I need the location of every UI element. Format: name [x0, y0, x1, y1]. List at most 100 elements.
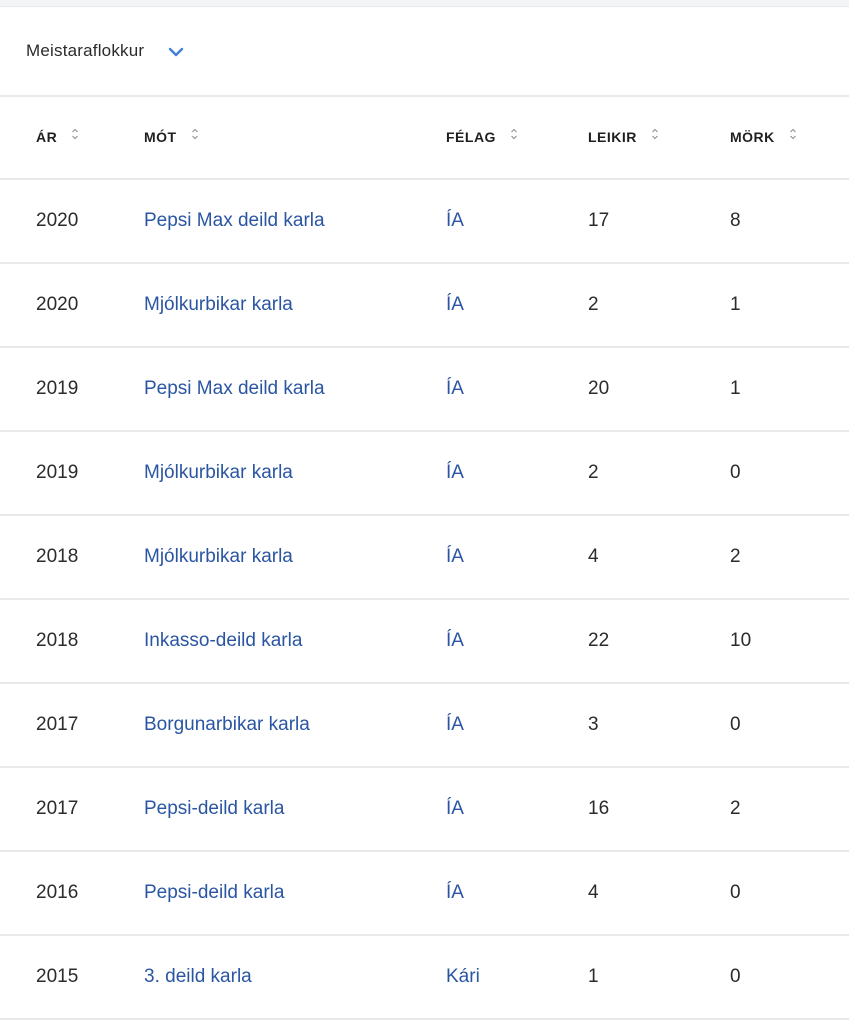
cell-games: 2 [588, 462, 599, 483]
table-row: 2018 Mjólkurbikar karla ÍA 4 2 [0, 515, 849, 599]
cell-year: 2019 [36, 462, 79, 483]
tournament-link[interactable]: Borgunarbikar karla [144, 714, 310, 735]
cell-club: ÍA [446, 515, 588, 599]
cell-games: 20 [588, 378, 610, 399]
cell-tournament: Mjólkurbikar karla [144, 431, 446, 515]
sort-icon[interactable] [510, 127, 518, 144]
cell-goals: 1 [730, 378, 741, 399]
column-header-label: MÖRK [730, 128, 775, 145]
cell-tournament: Inkasso-deild karla [144, 599, 446, 683]
cell-club: ÍA [446, 431, 588, 515]
cell-games: 22 [588, 630, 610, 651]
club-link[interactable]: ÍA [446, 210, 464, 231]
tournament-link[interactable]: Mjólkurbikar karla [144, 294, 293, 315]
cell-goals: 0 [730, 462, 741, 483]
cell-club: ÍA [446, 767, 588, 851]
table-row: 2018 Inkasso-deild karla ÍA 22 10 [0, 599, 849, 683]
cell-year: 2015 [36, 966, 79, 987]
cell-tournament: Borgunarbikar karla [144, 683, 446, 767]
cell-year: 2017 [36, 798, 79, 819]
cell-year: 2020 [36, 294, 79, 315]
club-link[interactable]: Kári [446, 966, 480, 987]
column-header-games[interactable]: LEIKIR [588, 97, 730, 179]
cell-games: 1 [588, 966, 599, 987]
cell-tournament: Pepsi Max deild karla [144, 179, 446, 263]
cell-club: ÍA [446, 347, 588, 431]
cell-club: ÍA [446, 683, 588, 767]
cell-tournament: Mjólkurbikar karla [144, 515, 446, 599]
cell-games: 2 [588, 294, 599, 315]
club-link[interactable]: ÍA [446, 882, 464, 903]
cell-games: 4 [588, 882, 599, 903]
cell-goals: 10 [730, 630, 752, 651]
table-row: 2019 Mjólkurbikar karla ÍA 2 0 [0, 431, 849, 515]
table-row: 2017 Pepsi-deild karla ÍA 16 2 [0, 767, 849, 851]
column-header-label: MÓT [144, 128, 177, 145]
column-header-year[interactable]: ÁR [0, 97, 144, 179]
tournament-link[interactable]: Pepsi-deild karla [144, 798, 285, 819]
cell-goals: 2 [730, 546, 741, 567]
column-header-tournament[interactable]: MÓT [144, 97, 446, 179]
tournament-link[interactable]: Mjólkurbikar karla [144, 462, 293, 483]
club-link[interactable]: ÍA [446, 798, 464, 819]
sort-icon[interactable] [651, 127, 659, 144]
chevron-down-icon [168, 47, 184, 57]
column-header-goals[interactable]: MÖRK [730, 97, 849, 179]
filter-bar: Meistaraflokkur [0, 7, 849, 97]
table-row: 2015 3. deild karla Kári 1 0 [0, 935, 849, 1019]
cell-goals: 2 [730, 798, 741, 819]
category-dropdown[interactable]: Meistaraflokkur [26, 41, 184, 61]
cell-goals: 0 [730, 714, 741, 735]
column-header-label: LEIKIR [588, 128, 637, 145]
sort-icon[interactable] [71, 127, 79, 144]
cell-year: 2019 [36, 378, 79, 399]
table-row: 2017 Borgunarbikar karla ÍA 3 0 [0, 683, 849, 767]
cell-tournament: Pepsi-deild karla [144, 851, 446, 935]
cell-games: 3 [588, 714, 599, 735]
club-link[interactable]: ÍA [446, 462, 464, 483]
sort-icon[interactable] [191, 127, 199, 144]
cell-goals: 0 [730, 882, 741, 903]
category-dropdown-label: Meistaraflokkur [26, 41, 145, 60]
cell-year: 2018 [36, 630, 79, 651]
cell-tournament: Mjólkurbikar karla [144, 263, 446, 347]
tournament-link[interactable]: Mjólkurbikar karla [144, 546, 293, 567]
cell-games: 4 [588, 546, 599, 567]
club-link[interactable]: ÍA [446, 294, 464, 315]
table-row: 2020 Pepsi Max deild karla ÍA 17 8 [0, 179, 849, 263]
stats-table: ÁR MÓT FÉLAG LEIKIR MÖRK 2020 Pepsi Max [0, 97, 849, 1020]
cell-goals: 8 [730, 210, 741, 231]
tournament-link[interactable]: Pepsi-deild karla [144, 882, 285, 903]
cell-year: 2016 [36, 882, 79, 903]
column-header-label: FÉLAG [446, 128, 496, 145]
cell-year: 2020 [36, 210, 79, 231]
cell-goals: 1 [730, 294, 741, 315]
column-header-label: ÁR [36, 128, 58, 145]
cell-club: ÍA [446, 599, 588, 683]
tournament-link[interactable]: 3. deild karla [144, 966, 252, 987]
club-link[interactable]: ÍA [446, 378, 464, 399]
tournament-link[interactable]: Pepsi Max deild karla [144, 210, 325, 231]
cell-goals: 0 [730, 966, 741, 987]
tournament-link[interactable]: Inkasso-deild karla [144, 630, 303, 651]
table-row: 2019 Pepsi Max deild karla ÍA 20 1 [0, 347, 849, 431]
cell-tournament: Pepsi Max deild karla [144, 347, 446, 431]
cell-games: 16 [588, 798, 610, 819]
cell-games: 17 [588, 210, 610, 231]
table-row: 2020 Mjólkurbikar karla ÍA 2 1 [0, 263, 849, 347]
sort-icon[interactable] [789, 127, 797, 144]
table-header-row: ÁR MÓT FÉLAG LEIKIR MÖRK [0, 97, 849, 179]
cell-tournament: Pepsi-deild karla [144, 767, 446, 851]
club-link[interactable]: ÍA [446, 630, 464, 651]
cell-year: 2018 [36, 546, 79, 567]
column-header-club[interactable]: FÉLAG [446, 97, 588, 179]
table-row: 2016 Pepsi-deild karla ÍA 4 0 [0, 851, 849, 935]
cell-year: 2017 [36, 714, 79, 735]
cell-club: ÍA [446, 851, 588, 935]
player-stats-panel: Meistaraflokkur ÁR MÓT FÉLAG [0, 6, 849, 1025]
tournament-link[interactable]: Pepsi Max deild karla [144, 378, 325, 399]
club-link[interactable]: ÍA [446, 546, 464, 567]
club-link[interactable]: ÍA [446, 714, 464, 735]
cell-club: ÍA [446, 263, 588, 347]
cell-club: ÍA [446, 179, 588, 263]
